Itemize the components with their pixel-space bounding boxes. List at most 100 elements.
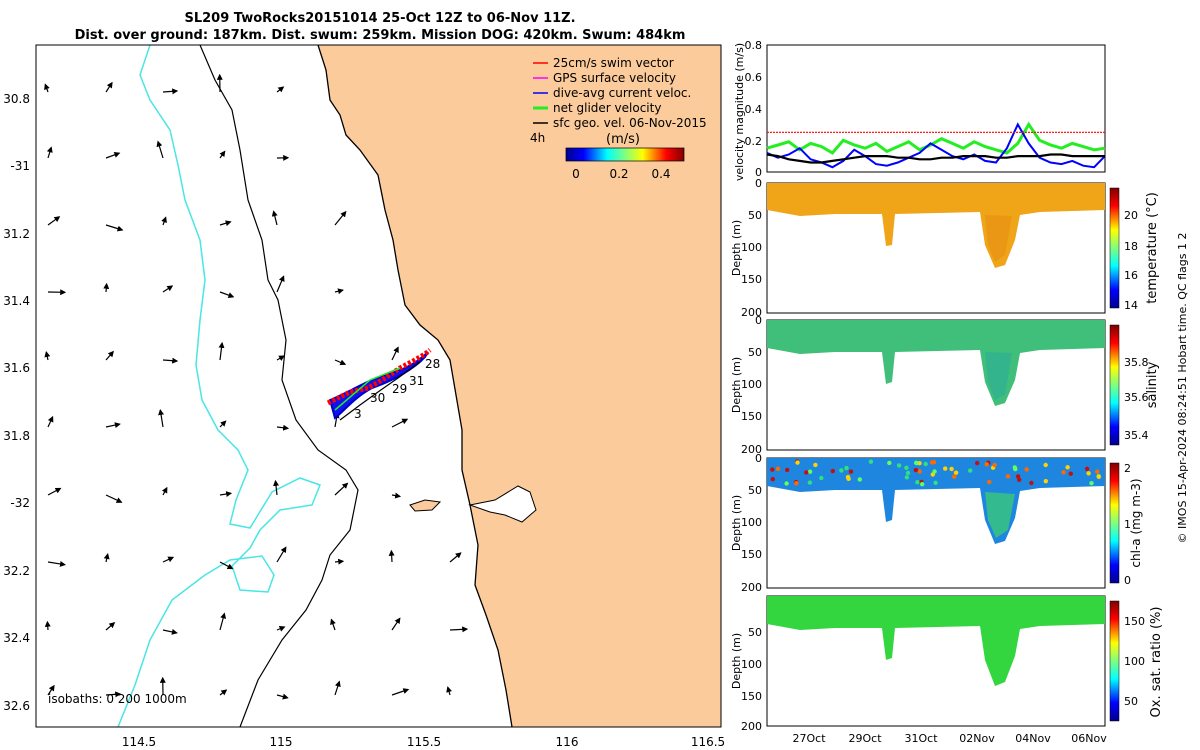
lon-tick-label: 116 bbox=[556, 735, 579, 749]
temperature-panel: 20 18 16 14 temperature (°C) Depth (m) 0… bbox=[730, 177, 1160, 319]
chla-sample-point bbox=[1015, 474, 1021, 479]
geo-velocity-arrow bbox=[47, 216, 61, 226]
geo-velocity-arrow bbox=[334, 680, 341, 696]
lat-tick-label: -32 bbox=[10, 496, 30, 510]
coastline bbox=[317, 45, 513, 727]
depth-tick: 200 bbox=[741, 581, 762, 594]
depth-tick: 150 bbox=[741, 690, 762, 703]
colorbar-tick: 0 bbox=[572, 167, 580, 181]
geo-velocity-arrow bbox=[47, 487, 62, 496]
geo-velocity-arrow bbox=[391, 346, 399, 361]
chla-sample-point bbox=[795, 460, 800, 465]
geostrophic-vector-field bbox=[44, 73, 469, 700]
temperature-section bbox=[767, 183, 1105, 268]
geo-velocity-arrow bbox=[334, 558, 345, 565]
isobath-label: isobaths: 0 200 1000m bbox=[48, 692, 187, 706]
temperature-cbar-tick: 14 bbox=[1124, 299, 1138, 312]
depth-tick: 150 bbox=[741, 548, 762, 561]
map-legend: 25cm/s swim vector GPS surface velocity … bbox=[533, 56, 707, 130]
chla-sample-point bbox=[1043, 479, 1049, 484]
legend-label: net glider velocity bbox=[553, 101, 661, 115]
geo-velocity-arrow bbox=[103, 553, 110, 563]
latitude-ticks: 30.8 -31 31.2 31.4 31.6 31.8 -32 32.2 32… bbox=[3, 92, 30, 713]
lat-tick-label: -31 bbox=[10, 159, 30, 173]
geo-velocity-arrow bbox=[162, 556, 175, 563]
glider-track bbox=[326, 348, 432, 421]
geo-velocity-arrow bbox=[105, 422, 121, 429]
chla-sample-point bbox=[975, 460, 980, 466]
chla-sample-point bbox=[1096, 474, 1102, 479]
velocity-ytick: 0.6 bbox=[745, 71, 763, 84]
depth-tick: 150 bbox=[741, 273, 762, 286]
depth-tick: 200 bbox=[741, 443, 762, 456]
chla-sample-point bbox=[984, 462, 989, 467]
geo-velocity-arrow bbox=[103, 282, 110, 293]
speed-colorbar bbox=[565, 147, 685, 162]
temperature-warm-core bbox=[985, 215, 1012, 262]
chla-sample-point bbox=[1086, 471, 1091, 476]
geo-velocity-arrow bbox=[105, 494, 123, 503]
geo-velocity-arrow bbox=[162, 285, 174, 293]
geo-velocity-arrow bbox=[449, 626, 469, 633]
salinity-colorbar bbox=[1109, 324, 1120, 446]
temperature-cbar-tick: 18 bbox=[1124, 240, 1138, 253]
chla-sample-point bbox=[992, 462, 997, 468]
geo-velocity-arrow bbox=[47, 415, 54, 428]
depth-tick: 200 bbox=[741, 306, 762, 319]
velocity-series bbox=[766, 121, 1106, 169]
chla-sample-point bbox=[917, 469, 922, 474]
track-day-labels: 28 31 29 30 3 bbox=[354, 357, 440, 421]
geo-velocity-arrow bbox=[273, 479, 279, 496]
salinity-panel: 35.8 35.6 35.4 salinity Depth (m) 0 50 1… bbox=[730, 314, 1160, 456]
oxygen-cbar-tick: 100 bbox=[1124, 655, 1145, 668]
geo-velocity-arrow bbox=[219, 291, 235, 298]
geo-velocity-arrow bbox=[388, 549, 395, 563]
geo-velocity-arrow bbox=[334, 210, 347, 226]
geo-velocity-arrow bbox=[47, 684, 55, 696]
chla-core bbox=[985, 492, 1015, 538]
geo-velocity-arrow bbox=[218, 341, 225, 361]
geo-velocity-arrow bbox=[219, 612, 227, 631]
chla-sample-point bbox=[784, 481, 789, 486]
chla-sample-point bbox=[887, 460, 892, 466]
velocity-line-net-glider-velocity bbox=[766, 121, 1106, 155]
geo-velocity-arrow bbox=[219, 150, 226, 159]
chla-sample-point bbox=[932, 469, 937, 474]
lat-tick-label: 31.4 bbox=[3, 294, 30, 308]
geo-velocity-arrow bbox=[446, 686, 453, 696]
chla-sample-point bbox=[987, 479, 992, 485]
chla-sample-point bbox=[1029, 480, 1034, 486]
oxygen-panel: 150 100 50 Ox. sat. ratio (%) Depth (m) … bbox=[730, 595, 1164, 745]
oxygen-colorbar bbox=[1109, 600, 1120, 722]
track-label: 31 bbox=[409, 374, 424, 388]
chla-sample-point bbox=[839, 468, 844, 473]
geo-velocity-arrow bbox=[47, 560, 66, 567]
geo-velocity-arrow bbox=[391, 617, 401, 631]
chla-sample-point bbox=[844, 465, 849, 471]
chla-sample-point bbox=[1068, 471, 1074, 476]
geo-velocity-arrow bbox=[105, 152, 121, 159]
chla-sample-point bbox=[807, 480, 813, 485]
chla-sample-point bbox=[1065, 465, 1070, 470]
oxygen-cbar-tick: 150 bbox=[1124, 615, 1145, 628]
legend-label: 25cm/s swim vector bbox=[553, 56, 674, 70]
isobath-1000m bbox=[117, 45, 321, 727]
chla-sample-point bbox=[846, 476, 851, 481]
geo-velocity-arrow bbox=[219, 220, 232, 227]
chla-sample-point bbox=[923, 461, 928, 467]
chla-sample-point bbox=[904, 475, 910, 480]
chla-sample-point bbox=[857, 477, 862, 482]
chla-cbar-tick: 2 bbox=[1124, 462, 1131, 475]
chla-sample-point bbox=[904, 465, 909, 470]
chla-sample-point bbox=[953, 470, 959, 475]
depth-tick: 50 bbox=[748, 209, 762, 222]
depth-tick: 50 bbox=[748, 484, 762, 497]
velocity-line-sfc-geo-vel bbox=[766, 153, 1105, 164]
geo-velocity-arrow bbox=[44, 83, 50, 93]
chla-sample-point bbox=[1005, 474, 1011, 479]
geo-velocity-arrow bbox=[105, 622, 116, 631]
geo-velocity-arrow bbox=[105, 350, 114, 361]
chla-sample-point bbox=[830, 468, 835, 474]
lon-tick-label: 116.5 bbox=[691, 735, 725, 749]
